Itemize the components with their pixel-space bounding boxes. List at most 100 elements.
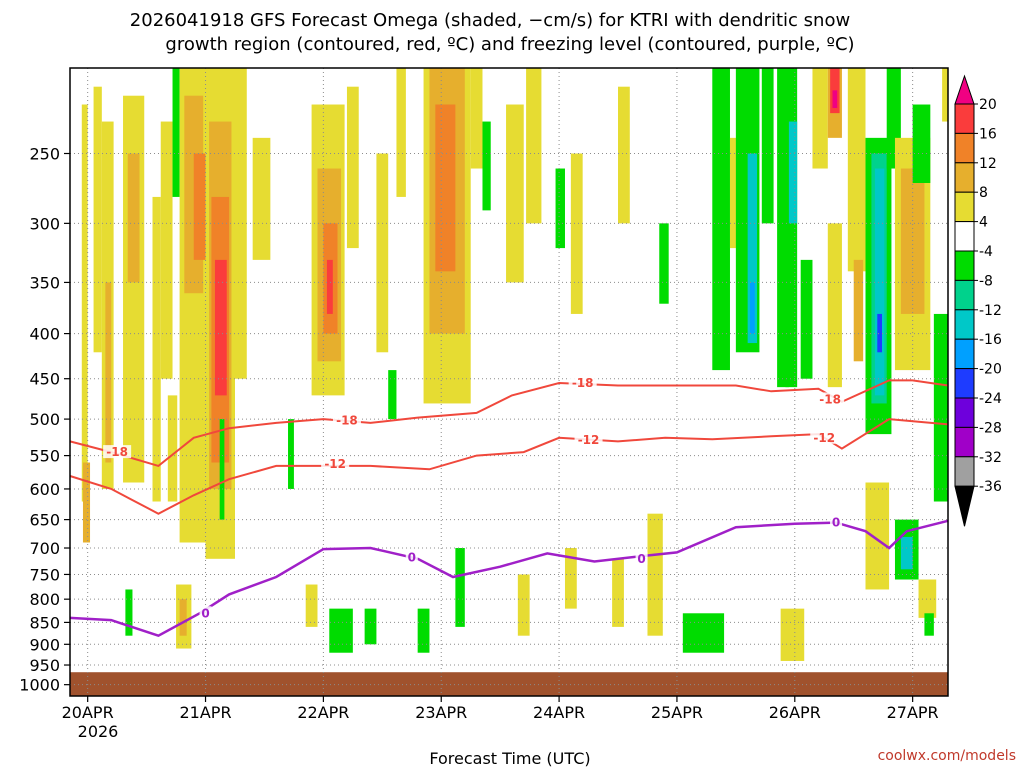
contour-label: 0 <box>408 551 416 565</box>
omega-region <box>305 584 318 627</box>
year-label: 2026 <box>78 722 119 741</box>
omega-region <box>417 608 430 653</box>
colorbar-box <box>954 103 975 134</box>
omega-region <box>127 153 140 283</box>
chart-title-line2: growth region (contoured, red, ºC) and f… <box>165 34 854 55</box>
contour-label-bg <box>103 445 132 459</box>
contour-label-bg <box>405 550 418 564</box>
x-tick-label: 26APR <box>769 703 821 722</box>
x-tick-label: 21APR <box>179 703 231 722</box>
omega-region <box>388 370 397 420</box>
omega-region <box>900 536 913 570</box>
omega-region <box>942 68 948 122</box>
colorbar-box <box>954 221 975 252</box>
y-tick-label: 750 <box>29 565 60 584</box>
x-axis-ticks: 20APR 21APR 22APR 23APR 24APR 25APR 26APR 27APR <box>62 696 939 722</box>
colorbar-box <box>954 456 975 487</box>
colorbar-label: -32 <box>979 450 1002 466</box>
colorbar-box <box>954 426 975 458</box>
omega-region <box>470 68 483 169</box>
y-tick-label: 800 <box>29 590 60 609</box>
y-tick-label: 400 <box>29 325 60 344</box>
omega-region <box>234 68 247 379</box>
colorbar-label: 4 <box>979 215 988 231</box>
omega-region <box>612 558 624 627</box>
colorbar-label: -4 <box>979 244 993 260</box>
x-tick-label: 25APR <box>651 703 703 722</box>
omega-region <box>865 482 890 590</box>
omega-region <box>482 121 491 211</box>
omega-region <box>832 90 838 108</box>
omega-region <box>924 613 934 636</box>
colorbar-box <box>954 309 975 340</box>
contour-label-bg <box>568 375 597 389</box>
contour-label-bg <box>199 606 212 620</box>
contour-label-bg <box>321 456 350 470</box>
omega-region <box>376 153 389 353</box>
omega-region <box>827 223 842 388</box>
omega-region <box>93 86 102 353</box>
omega-region <box>780 608 805 661</box>
colorbar-box <box>954 132 975 164</box>
y-axis-ticks: 250 300 350 400 450 500 550 600 650 700 750 800 850 9… <box>19 144 70 695</box>
omega-region <box>526 68 542 224</box>
omega-region <box>288 419 294 489</box>
contour-label-bg <box>332 413 361 427</box>
omega-region <box>682 613 725 653</box>
contour-label-bg <box>635 551 648 565</box>
y-tick-label: 500 <box>29 410 60 429</box>
omega-region <box>105 282 112 463</box>
omega-region <box>193 153 206 260</box>
colorbar-label: -36 <box>979 479 1002 495</box>
omega-region <box>506 104 524 283</box>
colorbar-label: 16 <box>979 126 997 142</box>
colorbar-label: 8 <box>979 185 988 201</box>
y-tick-label: 600 <box>29 480 60 499</box>
colorbar: 20 16 12 8 4 -4 -8 -12 -16 -20 -24 -28 -32 -36 <box>954 74 1002 527</box>
x-tick-label: 20APR <box>62 703 114 722</box>
y-tick-label: 850 <box>29 613 60 632</box>
y-tick-label: 650 <box>29 511 60 530</box>
colorbar-label: 20 <box>979 97 997 113</box>
contour-label: 0 <box>201 606 209 620</box>
omega-region <box>912 104 931 183</box>
omega-region <box>847 68 866 272</box>
contour-label: -12 <box>813 431 835 445</box>
contour-label: -18 <box>106 445 128 459</box>
y-tick-label: 950 <box>29 656 60 675</box>
y-tick-label: 1000 <box>19 676 60 695</box>
x-axis-label: Forecast Time (UTC) <box>429 749 590 768</box>
x-tick-label: 22APR <box>297 703 349 722</box>
omega-region <box>712 68 730 371</box>
omega-region <box>750 282 755 334</box>
y-tick-label: 900 <box>29 635 60 654</box>
omega-region <box>152 196 161 502</box>
omega-region <box>761 68 774 224</box>
contour-label: -12 <box>324 457 346 471</box>
y-tick-label: 700 <box>29 539 60 558</box>
omega-region <box>877 313 883 353</box>
contour-lines: -18 -18 -18 -18 -12 -12 -12 0 0 0 0 <box>69 375 949 638</box>
colorbar-label: -24 <box>979 391 1002 407</box>
grid-lines <box>70 68 948 696</box>
omega-region <box>800 259 813 379</box>
colorbar-label: -20 <box>979 362 1002 378</box>
x-tick-label: 23APR <box>415 703 467 722</box>
omega-region <box>252 137 271 260</box>
contour-label-bg <box>810 430 839 444</box>
ground-below-surface <box>70 672 948 696</box>
colorbar-box <box>954 162 975 193</box>
omega-region <box>785 68 798 388</box>
contour-label-bg <box>574 432 603 446</box>
contour-line <box>69 519 949 638</box>
omega-region <box>812 68 828 169</box>
y-tick-label: 450 <box>29 370 60 389</box>
omega-region <box>564 548 577 609</box>
omega-region <box>219 419 225 520</box>
colorbar-box <box>954 368 975 399</box>
omega-region <box>747 153 758 344</box>
omega-region <box>346 86 359 249</box>
omega-region <box>517 574 530 636</box>
contour-label: 0 <box>637 552 645 566</box>
omega-region <box>179 599 187 636</box>
